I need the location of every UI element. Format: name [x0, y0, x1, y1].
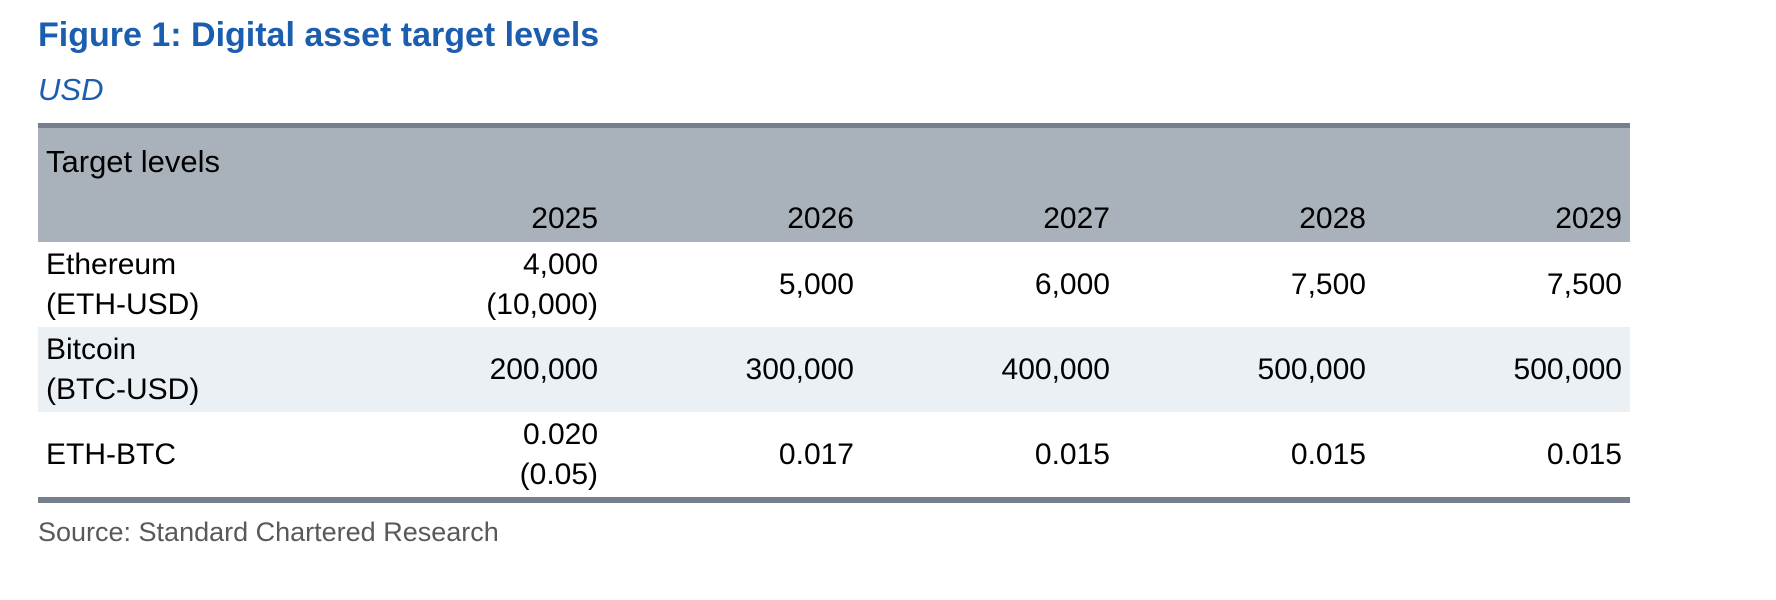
year-header-empty — [38, 195, 351, 242]
target-levels-table: Target levels 2025 2026 2027 2028 2029 E… — [38, 123, 1630, 503]
year-header-2029: 2029 — [1373, 195, 1630, 242]
table-row-ethereum: Ethereum (ETH-USD) 4,000 (10,000) 5,000 … — [38, 242, 1630, 327]
year-header-2026: 2026 — [606, 195, 862, 242]
row-label-ethereum: Ethereum (ETH-USD) — [46, 247, 200, 321]
bitcoin-2026: 300,000 — [745, 352, 854, 386]
ethereum-2025: 4,000 (10,000) — [486, 247, 599, 321]
table-row-eth-btc: ETH-BTC 0.020 (0.05) 0.017 0.015 0.015 0… — [38, 412, 1630, 500]
eth-btc-2025: 0.020 (0.05) — [519, 417, 599, 491]
bitcoin-2029: 500,000 — [1513, 352, 1622, 386]
ethereum-2029: 7,500 — [1546, 267, 1622, 301]
table-row-bitcoin: Bitcoin (BTC-USD) 200,000 300,000 400,00… — [38, 327, 1630, 412]
year-header-2028: 2028 — [1117, 195, 1374, 242]
year-header-row: 2025 2026 2027 2028 2029 — [38, 195, 1630, 242]
ethereum-2028: 7,500 — [1290, 267, 1366, 301]
bitcoin-2027: 400,000 — [1001, 352, 1110, 386]
source-note: Source: Standard Chartered Research — [38, 517, 499, 547]
bitcoin-2025: 200,000 — [489, 352, 599, 386]
figure-title: Figure 1: Digital asset target levels — [38, 16, 600, 54]
row-label-eth-btc: ETH-BTC — [46, 437, 176, 471]
row-label-bitcoin: Bitcoin (BTC-USD) — [46, 332, 200, 406]
table-caption: Target levels — [38, 125, 1630, 195]
year-header-2027: 2027 — [862, 195, 1118, 242]
table-caption-row: Target levels — [38, 125, 1630, 195]
eth-btc-2029: 0.015 — [1546, 437, 1622, 471]
eth-btc-2028: 0.015 — [1290, 437, 1366, 471]
eth-btc-2026: 0.017 — [778, 437, 854, 471]
figure-subtitle: USD — [38, 72, 104, 107]
eth-btc-2027: 0.015 — [1034, 437, 1110, 471]
ethereum-2026: 5,000 — [778, 267, 854, 301]
ethereum-2027: 6,000 — [1034, 267, 1110, 301]
bitcoin-2028: 500,000 — [1257, 352, 1366, 386]
year-header-2025: 2025 — [350, 195, 607, 242]
